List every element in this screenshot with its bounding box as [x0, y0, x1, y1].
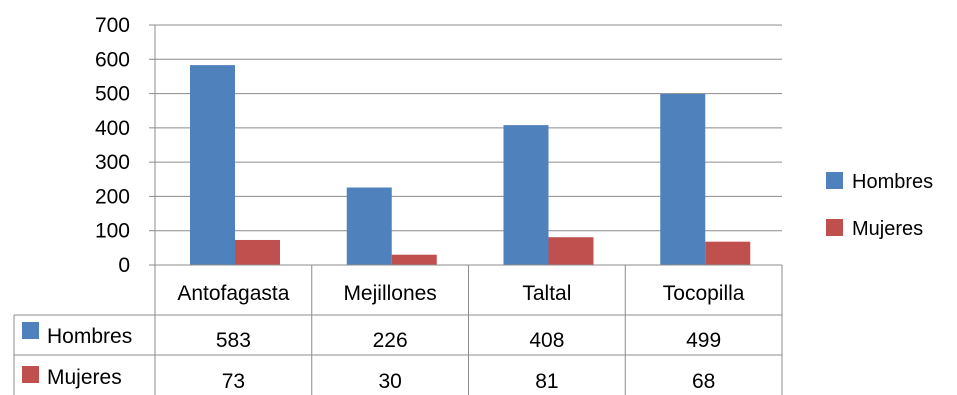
y-axis: 0 100 200 300 400 500 600 700: [95, 14, 156, 277]
category-label: Taltal: [522, 282, 571, 305]
bar-mujeres-antofagasta: [235, 239, 280, 265]
legend-label: Mujeres: [852, 218, 923, 240]
table-row-label: Hombres: [47, 325, 132, 348]
data-table: Antofagasta Mejillones Taltal Tocopilla Homb…: [13, 264, 783, 395]
bars: [190, 65, 751, 266]
bar-hombres-taltal: [503, 125, 549, 265]
table-cell-value: 81: [535, 370, 558, 393]
y-tick-label: 0: [118, 254, 130, 277]
y-tick-label: 600: [95, 48, 130, 71]
bar-mujeres-mejillones: [391, 254, 437, 265]
y-tick-label: 100: [95, 220, 130, 243]
y-tick-label: 300: [95, 151, 130, 174]
legend: Hombres Mujeres: [826, 171, 933, 240]
y-tick-label: 200: [95, 185, 130, 208]
category-label: Antofagasta: [177, 282, 289, 305]
bar-hombres-tocopilla: [660, 93, 706, 266]
bar-hombres-mejillones: [346, 187, 392, 265]
table-cell-value: 408: [529, 329, 564, 352]
bar-mujeres-tocopilla: [705, 241, 751, 265]
y-tick-label: 400: [95, 117, 130, 140]
y-tick-label: 500: [95, 83, 130, 106]
grid-lines: [155, 24, 782, 232]
legend-key-mujeres: [826, 219, 843, 236]
bar-mujeres-taltal: [548, 237, 594, 265]
table-cell-value: 583: [216, 329, 251, 352]
legend-key-hombres: [826, 172, 843, 189]
category-label: Mejillones: [343, 282, 436, 305]
table-key-hombres: [22, 322, 39, 339]
legend-label: Hombres: [852, 171, 933, 193]
table-cell-value: 499: [686, 329, 721, 352]
table-row-label: Mujeres: [47, 366, 122, 389]
table-cell-value: 226: [373, 329, 408, 352]
table-cell-value: 68: [692, 370, 715, 393]
table-cell-value: 30: [378, 370, 401, 393]
category-label: Tocopilla: [663, 282, 745, 305]
table-key-mujeres: [22, 366, 39, 383]
table-cell-value: 73: [222, 370, 245, 393]
bar-hombres-antofagasta: [190, 65, 235, 265]
y-tick-label: 700: [95, 14, 130, 37]
